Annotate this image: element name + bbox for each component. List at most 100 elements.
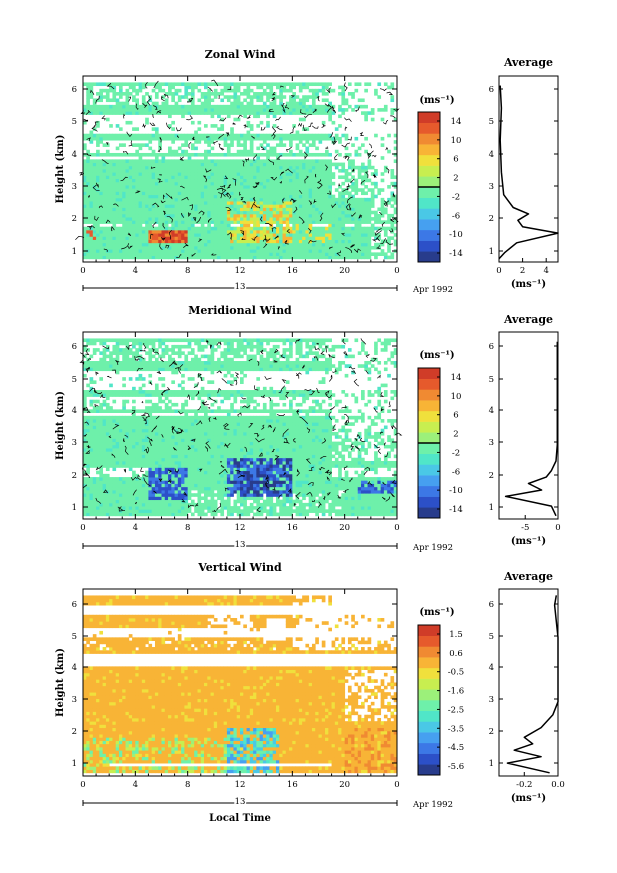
- heatmap-cell: [102, 213, 107, 218]
- heatmap-cell: [249, 127, 254, 131]
- heatmap-cell: [92, 169, 97, 173]
- heatmap-cell: [249, 172, 254, 176]
- heatmap-cell: [109, 162, 113, 167]
- heatmap-cell: [96, 502, 100, 507]
- contour-line: [218, 95, 220, 100]
- heatmap-cell: [282, 245, 287, 250]
- heatmap-cell: [338, 210, 342, 215]
- heatmap-cell: [207, 104, 211, 109]
- heatmap-cell: [275, 188, 280, 192]
- heatmap-cell: [181, 111, 185, 115]
- contour-line: [85, 110, 91, 115]
- heatmap-cell: [190, 82, 195, 87]
- heatmap-cell: [164, 175, 169, 180]
- heatmap-cell: [285, 201, 290, 205]
- heatmap-cell: [370, 191, 375, 196]
- heatmap-cell: [158, 191, 162, 196]
- heatmap-cell: [197, 108, 202, 112]
- heatmap-cell: [135, 236, 139, 240]
- heatmap-cell: [187, 239, 192, 244]
- heatmap-cell: [311, 108, 316, 112]
- heatmap-cell: [92, 178, 97, 183]
- heatmap-cell: [204, 82, 208, 87]
- heatmap-cell: [86, 448, 90, 452]
- heatmap-cell: [266, 85, 270, 90]
- heatmap-cell: [315, 136, 319, 141]
- heatmap-cell: [181, 220, 185, 224]
- contour-line: [385, 239, 394, 245]
- contour-line: [304, 113, 312, 118]
- heatmap-cell: [181, 149, 185, 154]
- heatmap-cell: [135, 178, 139, 183]
- heatmap-cell: [145, 162, 149, 167]
- heatmap-cell: [161, 162, 166, 167]
- heatmap-cell: [177, 236, 182, 240]
- heatmap-cell: [194, 239, 198, 244]
- heatmap-cell: [96, 239, 100, 244]
- heatmap-cell: [233, 172, 238, 176]
- heatmap-cell: [148, 249, 153, 253]
- heatmap-cell: [370, 181, 375, 186]
- heatmap-cell: [289, 207, 293, 212]
- heatmap-cell: [226, 226, 231, 231]
- contour-line: [128, 140, 133, 147]
- x-tick-label: 0: [80, 266, 85, 276]
- heatmap-cell: [259, 185, 264, 189]
- contour-line: [264, 238, 271, 242]
- heatmap-cell: [325, 85, 329, 90]
- heatmap-cell: [226, 229, 231, 234]
- heatmap-cell: [89, 136, 94, 141]
- heatmap-cell: [367, 165, 372, 170]
- heatmap-cell: [249, 165, 254, 170]
- heatmap-cell: [207, 207, 211, 212]
- heatmap-cell: [99, 92, 104, 96]
- heatmap-cell: [331, 136, 336, 141]
- heatmap-cell: [135, 441, 139, 446]
- heatmap-cell: [275, 194, 280, 199]
- heatmap-cell: [141, 233, 146, 237]
- heatmap-cell: [220, 245, 225, 250]
- heatmap-cell: [295, 236, 300, 240]
- heatmap-cell: [148, 255, 153, 260]
- heatmap-cell: [177, 191, 182, 196]
- heatmap-cell: [279, 104, 283, 109]
- heatmap-cell: [210, 172, 215, 176]
- heatmap-cell: [145, 213, 149, 218]
- heatmap-cell: [141, 431, 146, 436]
- heatmap-cell: [243, 223, 247, 228]
- heatmap-cell: [220, 159, 225, 163]
- contour-line: [304, 175, 309, 184]
- heatmap-cell: [92, 431, 97, 436]
- heatmap-cell: [92, 351, 97, 355]
- heatmap-cell: [357, 175, 362, 180]
- heatmap-cell: [217, 245, 221, 250]
- contour-line: [123, 113, 126, 119]
- heatmap-cell: [200, 178, 205, 183]
- heatmap-cell: [138, 197, 143, 202]
- heatmap-cell: [197, 159, 202, 163]
- contour-line: [390, 115, 396, 119]
- heatmap-cell: [122, 111, 126, 115]
- heatmap-cell: [148, 95, 153, 99]
- heatmap-cell: [289, 111, 293, 115]
- heatmap-cell: [99, 185, 104, 189]
- heatmap-cell: [259, 197, 264, 202]
- heatmap-cell: [204, 236, 208, 240]
- heatmap-cell: [275, 210, 280, 215]
- heatmap-cell: [223, 236, 228, 240]
- heatmap-cell: [177, 239, 182, 244]
- heatmap-cell: [148, 188, 153, 192]
- heatmap-cell: [243, 82, 247, 87]
- contour-line: [152, 221, 157, 228]
- heatmap-cell: [282, 133, 287, 138]
- heatmap-cell: [334, 223, 339, 228]
- heatmap-cell: [210, 98, 215, 103]
- heatmap-cell: [125, 415, 130, 420]
- heatmap-cell: [190, 207, 195, 212]
- heatmap-cell: [99, 136, 104, 141]
- heatmap-cell: [351, 229, 355, 234]
- heatmap-cell: [213, 245, 218, 250]
- heatmap-cell: [164, 108, 169, 112]
- heatmap-cell: [138, 451, 143, 455]
- heatmap-cell: [282, 194, 287, 199]
